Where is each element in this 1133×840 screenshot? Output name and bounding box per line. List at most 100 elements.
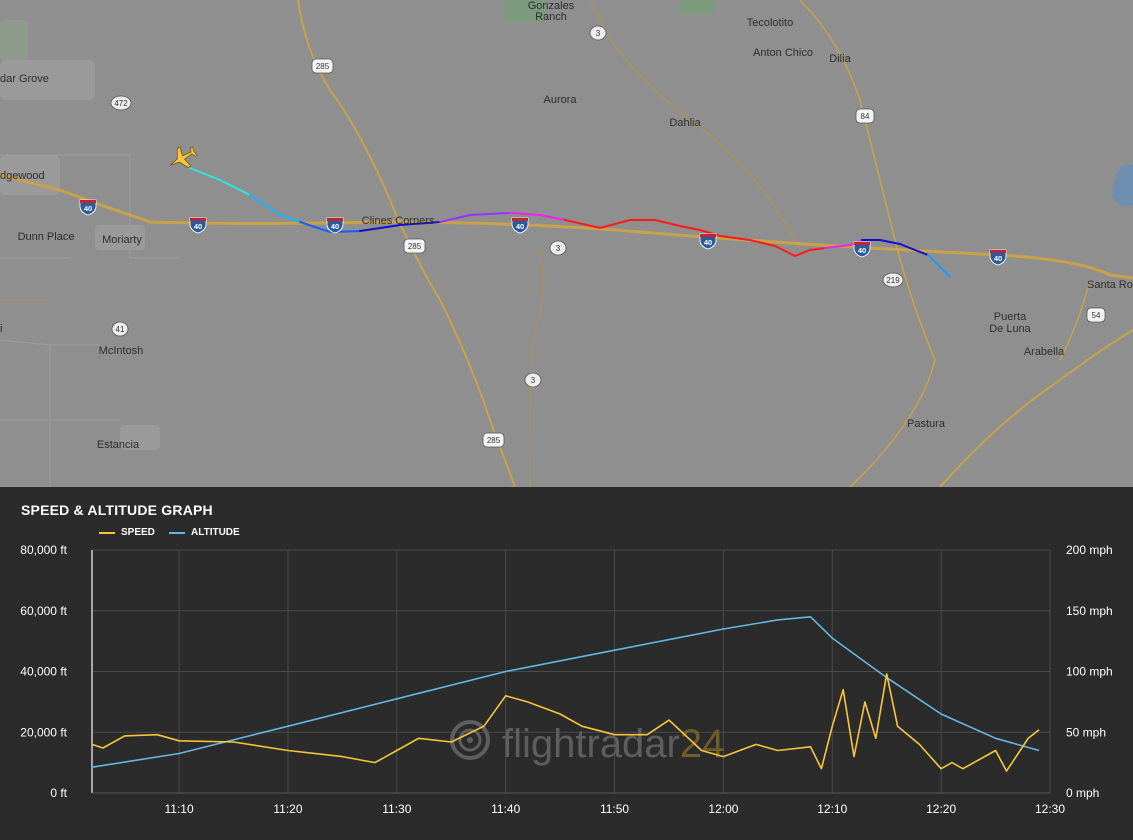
legend-altitude-label: ALTITUDE (191, 527, 240, 538)
svg-text:40: 40 (858, 246, 866, 255)
nm-3-shield-c: 3 (524, 372, 542, 388)
speed-altitude-graph-panel: 0 ft 0 mph 20,000 ft 50 mph 40,000 ft 100 mph… (0, 487, 1133, 840)
svg-text:54: 54 (1092, 311, 1101, 320)
y-left-tick-label: 80,000 ft (20, 543, 67, 557)
town-mcintosh: McIntosh (99, 345, 144, 357)
svg-text:40: 40 (84, 204, 92, 213)
svg-text:De Luna: De Luna (989, 323, 1031, 335)
town-dunn-place: Dunn Place (18, 231, 75, 243)
us-84-shield: 84 (855, 108, 875, 124)
route-shields: 285 3 84 472 285 3 219 54 41 3 285 40 40… (79, 25, 1106, 448)
nm-41-shield: 41 (111, 321, 129, 337)
svg-text:Ranch: Ranch (535, 11, 567, 23)
nm-3-shield-a: 3 (589, 25, 607, 41)
y-right-tick-label: 0 mph (1066, 786, 1099, 800)
watermark-text: flightradar24 (502, 722, 724, 766)
us-285-shield-c: 285 (482, 432, 505, 448)
us-285-shield-a: 285 (311, 58, 334, 74)
town-puerta-de-luna: Puerta (994, 311, 1027, 323)
nm-3-shield-b: 3 (549, 240, 567, 256)
town-edgewood: dgewood (0, 170, 45, 182)
town-clines-corners: Clines Corners (362, 215, 435, 227)
svg-text:Gonzales: Gonzales (528, 0, 575, 12)
altitude-swatch (169, 531, 185, 534)
x-tick-label: 11:20 (273, 802, 302, 816)
map-canvas[interactable]: Gonzales Ranch Tecolotito Anton Chico Di… (0, 0, 1133, 487)
graph-title: SPEED & ALTITUDE GRAPH (21, 502, 213, 518)
svg-text:i: i (0, 323, 2, 335)
svg-text:472: 472 (114, 99, 128, 108)
watermark-radar-dot (467, 737, 473, 743)
x-tick-label: 12:10 (817, 802, 847, 816)
svg-text:219: 219 (886, 276, 900, 285)
town-aurora: Aurora (543, 94, 577, 106)
y-right-tick-label: 150 mph (1066, 604, 1113, 618)
legend-speed-label: SPEED (121, 527, 155, 538)
svg-text:84: 84 (861, 112, 870, 121)
speed-series-line (91, 673, 1040, 772)
town-tecolotito: Tecolotito (747, 17, 793, 29)
town-dahlia: Dahlia (669, 117, 701, 129)
x-tick-label: 12:00 (708, 802, 738, 816)
svg-text:285: 285 (487, 436, 501, 445)
y-left-tick-label: 40,000 ft (20, 665, 67, 679)
i-40-shield-g: 40 (989, 249, 1007, 266)
y-left-tick-label: 0 ft (50, 786, 67, 800)
us-54-shield: 54 (1086, 307, 1106, 323)
y-right-tick-label: 50 mph (1066, 725, 1106, 739)
flight-track (189, 167, 951, 278)
svg-text:40: 40 (331, 222, 339, 231)
town-estancia: Estancia (97, 439, 140, 451)
i-40-shield-d: 40 (511, 217, 529, 234)
watermark-radar-icon (450, 720, 490, 760)
svg-text:3: 3 (556, 244, 561, 253)
town-dilia: Dilia (829, 53, 851, 65)
i-40-shield-c: 40 (326, 217, 344, 234)
x-tick-label: 11:50 (600, 802, 629, 816)
lake (1112, 164, 1133, 207)
svg-text:285: 285 (316, 62, 330, 71)
airplane-icon[interactable] (165, 141, 200, 174)
x-tick-label: 11:10 (165, 802, 194, 816)
i-40-shield-a: 40 (79, 199, 97, 216)
y-left-tick-label: 60,000 ft (20, 604, 67, 618)
speed-altitude-chart: 0 ft 0 mph 20,000 ft 50 mph 40,000 ft 100 mph… (20, 543, 1113, 816)
legend-speed[interactable]: SPEED (99, 527, 155, 538)
nm-472-shield: 472 (110, 95, 132, 111)
town-arabella: Arabella (1024, 346, 1065, 358)
svg-text:40: 40 (704, 238, 712, 247)
x-tick-label: 12:20 (926, 802, 956, 816)
i-40-shield-f: 40 (853, 241, 871, 258)
i-40-shield-e: 40 (699, 233, 717, 250)
town-labels: Gonzales Ranch Tecolotito Anton Chico Di… (0, 0, 1133, 451)
flight-map[interactable]: Gonzales Ranch Tecolotito Anton Chico Di… (0, 0, 1133, 487)
svg-text:40: 40 (194, 222, 202, 231)
i-40-shield-b: 40 (189, 217, 207, 234)
county-boundaries (0, 154, 180, 487)
svg-text:40: 40 (516, 222, 524, 231)
watermark-radar-ring (458, 728, 482, 752)
urban-areas (0, 60, 160, 450)
town-cedar-grove: dar Grove (0, 73, 49, 85)
y-right-tick-label: 200 mph (1066, 543, 1113, 557)
legend-altitude[interactable]: ALTITUDE (169, 527, 240, 538)
town-pastura: Pastura (907, 418, 946, 430)
town-gonzales-ranch: Gonzales (528, 0, 575, 12)
x-tick-label: 12:30 (1035, 802, 1065, 816)
svg-text:40: 40 (994, 254, 1002, 263)
y-right-tick-label: 100 mph (1066, 665, 1113, 679)
town-moriarty: Moriarty (102, 234, 142, 246)
speed-swatch (99, 531, 115, 534)
roads (0, 0, 1133, 487)
y-left-tick-label: 20,000 ft (20, 725, 67, 739)
svg-text:3: 3 (596, 29, 601, 38)
x-tick-label: 11:40 (491, 802, 520, 816)
parks (0, 0, 715, 60)
svg-text:285: 285 (408, 242, 422, 251)
us-285-shield-b: 285 (403, 238, 426, 254)
town-anton-chico: Anton Chico (753, 47, 813, 59)
altitude-series-line (91, 616, 1040, 768)
svg-text:3: 3 (531, 376, 536, 385)
nm-219-shield: 219 (882, 272, 904, 288)
x-tick-label: 11:30 (382, 802, 411, 816)
